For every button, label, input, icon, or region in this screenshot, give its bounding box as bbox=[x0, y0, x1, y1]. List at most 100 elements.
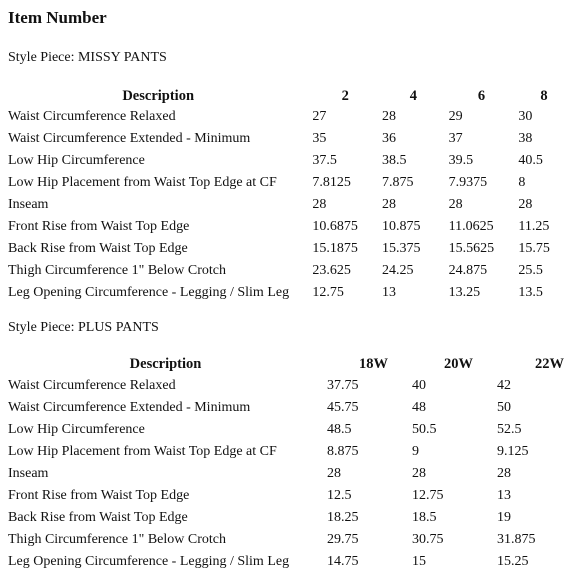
size-value-cell: 18.5 bbox=[412, 510, 437, 525]
table-header-row: Description 2 4 6 8 bbox=[6, 86, 580, 106]
size-value-cell: 24.25 bbox=[382, 263, 414, 278]
size-value-cell: 8.875 bbox=[327, 444, 359, 459]
size-value-cell: 35 bbox=[312, 131, 327, 146]
row-description: Front Rise from Waist Top Edge bbox=[8, 219, 190, 234]
missy-size-table: Description 2 4 6 8 Waist Circumference … bbox=[6, 86, 580, 304]
size-value-cell: 50.5 bbox=[412, 422, 437, 437]
size-value-cell: 28 bbox=[497, 466, 511, 481]
table-row: Back Rise from Waist Top Edge 15.1875 15.3… bbox=[6, 238, 580, 260]
size-column-header: 2 bbox=[341, 87, 349, 104]
table-row: Inseam 28 28 28 28 bbox=[6, 194, 580, 216]
size-column-header: 8 bbox=[540, 87, 548, 104]
row-description: Inseam bbox=[8, 466, 49, 481]
table-row: Thigh Circumference 1" Below Crotch 29.75… bbox=[6, 529, 580, 551]
row-description: Inseam bbox=[8, 197, 49, 212]
size-value-cell: 15.75 bbox=[518, 241, 550, 256]
row-description: Low Hip Placement from Waist Top Edge at… bbox=[8, 175, 277, 190]
size-value-cell: 13 bbox=[382, 285, 397, 300]
size-column-header: 6 bbox=[477, 87, 486, 104]
size-value-cell: 42 bbox=[497, 378, 511, 393]
description-column-header: Description bbox=[129, 355, 202, 372]
size-value-cell: 28 bbox=[448, 197, 463, 212]
size-value-cell: 15 bbox=[412, 554, 426, 569]
row-description: Waist Circumference Extended - Minimum bbox=[8, 131, 251, 146]
size-value-cell: 29.75 bbox=[327, 532, 359, 547]
size-value-cell: 11.0625 bbox=[448, 219, 494, 234]
table-row: Low Hip Placement from Waist Top Edge at… bbox=[6, 441, 580, 463]
row-description: Thigh Circumference 1" Below Crotch bbox=[8, 532, 226, 547]
size-value-cell: 15.1875 bbox=[312, 241, 358, 256]
size-value-cell: 10.875 bbox=[382, 219, 421, 234]
size-value-cell: 9 bbox=[412, 444, 419, 459]
size-value-cell: 50 bbox=[497, 400, 511, 415]
row-description: Leg Opening Circumference - Legging / Sl… bbox=[8, 285, 290, 300]
plus-size-table: Description 18W 20W 22W Waist Circumfere… bbox=[6, 353, 580, 573]
size-value-cell: 13.5 bbox=[518, 285, 543, 300]
size-value-cell: 24.875 bbox=[448, 263, 488, 278]
size-value-cell: 45.75 bbox=[327, 400, 359, 415]
size-value-cell: 48 bbox=[412, 400, 426, 415]
size-value-cell: 12.75 bbox=[412, 488, 444, 503]
size-value-cell: 37.75 bbox=[327, 378, 359, 393]
row-description: Back Rise from Waist Top Edge bbox=[8, 241, 188, 256]
size-value-cell: 28 bbox=[382, 197, 397, 212]
size-value-cell: 38 bbox=[518, 131, 533, 146]
size-value-cell: 13 bbox=[497, 488, 511, 503]
row-description: Low Hip Placement from Waist Top Edge at… bbox=[8, 444, 277, 459]
size-value-cell: 48.5 bbox=[327, 422, 352, 437]
size-value-cell: 52.5 bbox=[497, 422, 522, 437]
size-value-cell: 40 bbox=[412, 378, 426, 393]
size-value-cell: 11.25 bbox=[518, 219, 550, 234]
size-value-cell: 12.75 bbox=[312, 285, 344, 300]
size-value-cell: 28 bbox=[412, 466, 426, 481]
page-title: Item Number bbox=[8, 8, 107, 27]
size-value-cell: 8 bbox=[518, 175, 526, 190]
size-value-cell: 31.875 bbox=[497, 532, 536, 547]
size-value-cell: 29 bbox=[448, 109, 463, 124]
table-row: Waist Circumference Relaxed 27 28 29 30 bbox=[6, 106, 580, 128]
size-value-cell: 23.625 bbox=[312, 263, 351, 278]
row-description: Thigh Circumference 1" Below Crotch bbox=[8, 263, 226, 278]
size-value-cell: 27 bbox=[312, 109, 327, 124]
table-row: Low Hip Circumference 48.5 50.5 52.5 bbox=[6, 419, 580, 441]
size-value-cell: 40.5 bbox=[518, 153, 543, 168]
table-row: Low Hip Placement from Waist Top Edge at… bbox=[6, 172, 580, 194]
size-value-cell: 39.5 bbox=[448, 153, 474, 168]
size-value-cell: 7.875 bbox=[382, 175, 414, 190]
row-description: Waist Circumference Relaxed bbox=[8, 378, 176, 393]
size-column-header: 18W bbox=[359, 355, 388, 372]
size-value-cell: 15.25 bbox=[497, 554, 529, 569]
table-header-row: Description 18W 20W 22W bbox=[6, 353, 580, 375]
table-row: Inseam 28 28 28 bbox=[6, 463, 580, 485]
size-value-cell: 18.25 bbox=[327, 510, 359, 525]
size-column-header: 4 bbox=[409, 87, 417, 104]
size-value-cell: 13.25 bbox=[448, 285, 481, 300]
row-description: Front Rise from Waist Top Edge bbox=[8, 488, 190, 503]
size-value-cell: 14.75 bbox=[327, 554, 359, 569]
row-description: Low Hip Circumference bbox=[8, 153, 145, 168]
description-column-header: Description bbox=[122, 87, 195, 104]
size-value-cell: 30 bbox=[518, 109, 533, 124]
size-value-cell: 37 bbox=[448, 131, 463, 146]
size-value-cell: 10.6875 bbox=[312, 219, 358, 234]
size-column-header: 22W bbox=[535, 355, 564, 372]
table-row: Waist Circumference Extended - Minimum 35… bbox=[6, 128, 580, 150]
row-description: Low Hip Circumference bbox=[8, 422, 145, 437]
table-row: Leg Opening Circumference - Legging / Sl… bbox=[6, 551, 580, 573]
size-column-header: 20W bbox=[444, 355, 473, 372]
row-description: Waist Circumference Extended - Minimum bbox=[8, 400, 251, 415]
table-row: Back Rise from Waist Top Edge 18.25 18.5 19 bbox=[6, 507, 580, 529]
size-value-cell: 37.5 bbox=[312, 153, 337, 168]
table-row: Front Rise from Waist Top Edge 12.5 12.75 1… bbox=[6, 485, 580, 507]
row-description: Waist Circumference Relaxed bbox=[8, 109, 176, 124]
size-value-cell: 15.375 bbox=[382, 241, 421, 256]
size-value-cell: 28 bbox=[382, 109, 397, 124]
size-value-cell: 38.5 bbox=[382, 153, 407, 168]
table-row: Front Rise from Waist Top Edge 10.6875 10.… bbox=[6, 216, 580, 238]
row-description: Leg Opening Circumference - Legging / Sl… bbox=[8, 554, 290, 569]
size-value-cell: 7.8125 bbox=[312, 175, 351, 190]
size-value-cell: 12.5 bbox=[327, 488, 352, 503]
table-row: Low Hip Circumference 37.5 38.5 39.5 40.5 bbox=[6, 150, 580, 172]
table-row: Waist Circumference Relaxed 37.75 40 42 bbox=[6, 375, 580, 397]
